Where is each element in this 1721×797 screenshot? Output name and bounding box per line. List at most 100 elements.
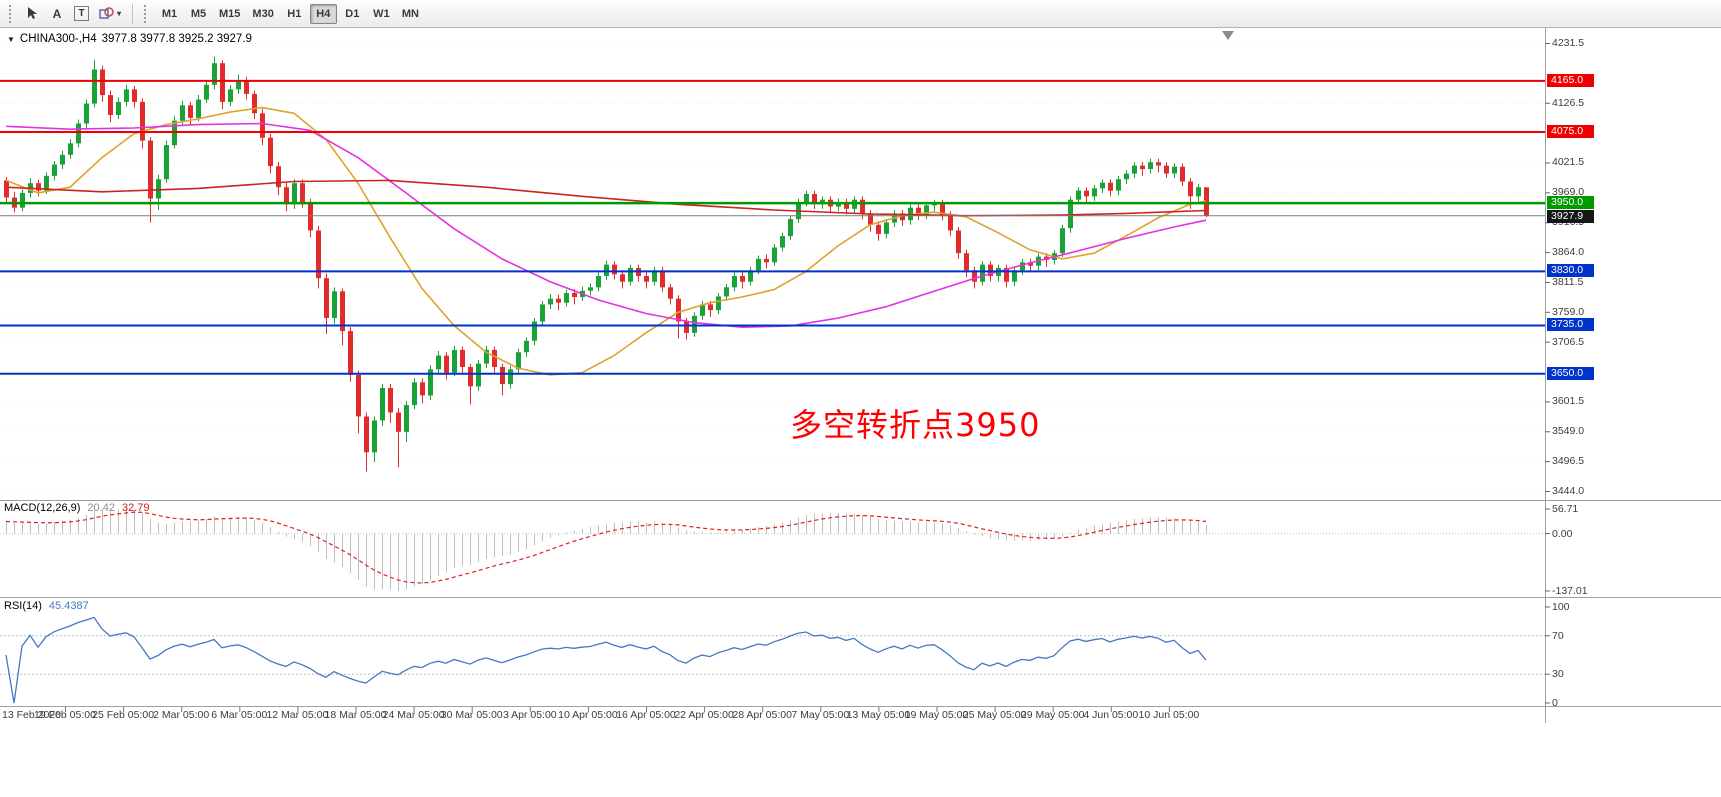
candle-bearish xyxy=(108,95,113,115)
cursor-tool-button[interactable] xyxy=(20,3,45,25)
price-label: 3864.0 xyxy=(1552,246,1585,259)
candle-bullish xyxy=(716,296,721,311)
candle-bearish xyxy=(956,230,961,254)
candle-bearish xyxy=(396,412,401,432)
candle-bullish xyxy=(1100,182,1105,189)
candle-bearish xyxy=(284,187,289,205)
ma-slow-red-line xyxy=(5,179,1207,217)
time-axis[interactable]: 13 Feb 2020 19 Feb 05:00 25 Feb 05:00 2 Mar… xyxy=(0,709,1545,723)
candle-bearish xyxy=(1084,190,1089,197)
candle-bearish xyxy=(660,270,665,288)
candle-bearish xyxy=(620,274,625,282)
price-label: 3601.5 xyxy=(1552,395,1585,408)
timeframe-m15-button[interactable]: M15 xyxy=(219,7,241,20)
price-badge-3950.0: 3950.0 xyxy=(1547,196,1594,210)
price-badge-3735.0: 3735.0 xyxy=(1547,318,1594,332)
toolbar-grip-2[interactable] xyxy=(144,4,150,23)
candle-bullish xyxy=(204,84,209,100)
time-label: 10 Apr 05:00 xyxy=(558,709,618,721)
candle-bullish xyxy=(332,291,337,318)
candle-bullish xyxy=(180,105,185,121)
rsi-axis-label: 0 xyxy=(1552,697,1558,709)
time-label: 19 Feb 05:00 xyxy=(34,709,96,721)
rsi-axis-label: 70 xyxy=(1552,629,1564,642)
candle-bullish xyxy=(116,101,121,115)
candle-bullish xyxy=(548,298,553,305)
candle-bullish xyxy=(44,175,49,191)
candle-bearish xyxy=(964,253,969,271)
timeframe-m1-button[interactable]: M1 xyxy=(161,7,178,20)
price-axis[interactable]: 4231.54126.54021.53969.03916.53864.03811… xyxy=(1546,0,1721,797)
ma-medium-magenta-line xyxy=(5,122,1207,329)
candle-bearish xyxy=(420,382,425,396)
candle-bullish xyxy=(92,69,97,104)
candle-bullish xyxy=(124,89,129,102)
candle-bearish xyxy=(468,367,473,387)
time-label: 10 Jun 05:00 xyxy=(1138,709,1200,721)
candle-bullish xyxy=(156,179,161,199)
time-label: 3 Apr 05:00 xyxy=(502,709,557,721)
candle-bullish xyxy=(652,270,657,282)
candle-bearish xyxy=(940,203,945,215)
candle-bearish xyxy=(316,230,321,279)
current-price-badge: 3927.9 xyxy=(1547,209,1594,223)
candle-bearish xyxy=(900,213,905,221)
macd-axis-label: -137.01 xyxy=(1552,585,1588,597)
chart-shift-marker[interactable] xyxy=(1222,31,1234,40)
candle-bearish xyxy=(1204,187,1209,216)
timeframe-bar: M1 M5 M15 M30 H1 H4 D1 W1 MN xyxy=(155,3,425,24)
text-tool-button[interactable]: T xyxy=(69,3,94,25)
time-label: 25 May 05:00 xyxy=(962,709,1027,721)
candle-bearish xyxy=(684,321,689,333)
time-label: 7 May 05:00 xyxy=(791,709,850,721)
text-label-tool-button[interactable]: A xyxy=(45,3,69,25)
symbol-menu-icon[interactable]: ▼ xyxy=(7,34,15,44)
candle-bullish xyxy=(588,287,593,291)
toolbar-grip[interactable] xyxy=(9,4,15,23)
timeframe-h1-button[interactable]: H1 xyxy=(287,7,302,20)
candle-bullish xyxy=(596,276,601,288)
candle-bearish xyxy=(324,278,329,318)
timeframe-m30-button[interactable]: M30 xyxy=(252,7,274,20)
candle-bearish xyxy=(1164,165,1169,174)
timeframe-m5-button[interactable]: M5 xyxy=(190,7,207,20)
candle-bullish xyxy=(1132,165,1137,174)
candle-bearish xyxy=(556,298,561,303)
candle-bearish xyxy=(460,349,465,367)
candle-bullish xyxy=(60,154,65,165)
candle-bearish xyxy=(644,276,649,282)
price-badge-4165.0: 4165.0 xyxy=(1547,73,1594,87)
candle-bearish xyxy=(740,276,745,282)
text-label-icon: A xyxy=(52,6,62,21)
time-label: 29 May 05:00 xyxy=(1020,709,1085,721)
candle-bullish xyxy=(508,369,513,385)
rsi-line xyxy=(5,616,1207,704)
price-label: 3811.5 xyxy=(1552,275,1584,288)
candle-bullish xyxy=(540,304,545,322)
candle-bullish xyxy=(980,264,985,282)
candle-bullish xyxy=(412,382,417,406)
timeframe-mn-button[interactable]: MN xyxy=(401,7,419,20)
shapes-tool-button[interactable]: ▾ xyxy=(94,3,126,25)
time-label: 24 Mar 05:00 xyxy=(382,709,445,721)
candle-bullish xyxy=(292,183,297,205)
chevron-down-icon: ▾ xyxy=(117,9,122,18)
candle-bullish xyxy=(564,293,569,303)
candle-bearish xyxy=(36,183,41,191)
candle-bearish xyxy=(988,264,993,276)
candle-bullish xyxy=(436,355,441,370)
candle-bearish xyxy=(948,214,953,231)
timeframe-h4-button[interactable]: H4 xyxy=(309,3,337,24)
macd-main-value: 20.42 xyxy=(87,502,115,514)
time-label: 13 Feb 2020 xyxy=(2,709,61,721)
rsi-axis-label: 100 xyxy=(1552,601,1570,613)
candle-bullish xyxy=(372,420,377,453)
time-label: 4 Jun 05:00 xyxy=(1083,709,1139,721)
candle-bearish xyxy=(492,349,497,367)
timeframe-d1-button[interactable]: D1 xyxy=(345,7,360,20)
timeframe-w1-button[interactable]: W1 xyxy=(373,7,390,20)
candle-bullish xyxy=(1148,162,1153,169)
candle-bullish xyxy=(452,349,457,373)
